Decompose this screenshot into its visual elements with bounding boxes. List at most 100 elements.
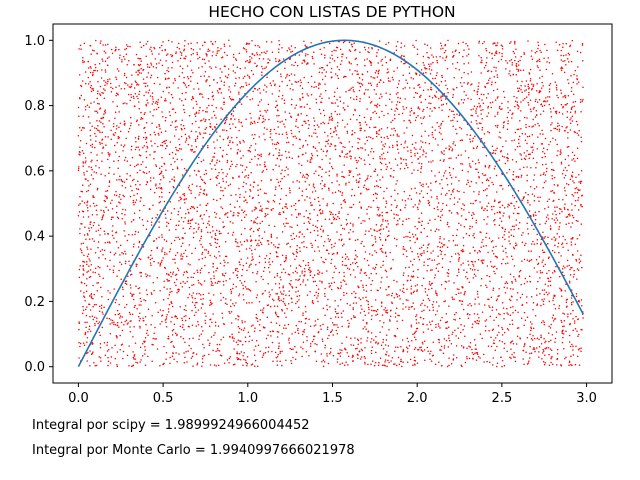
scatter-point [503,212,505,214]
scatter-point [205,118,207,121]
scatter-point [312,224,314,226]
scatter-point [203,354,206,357]
scatter-point [580,203,582,206]
scatter-point [322,229,325,231]
scatter-point [89,71,92,74]
scatter-point [427,258,429,260]
scatter-point [196,206,199,209]
scatter-point [431,131,434,134]
scatter-point [284,271,287,274]
scatter-point [287,168,289,170]
scatter-point [310,270,312,273]
scatter-point [95,165,97,167]
scatter-point [577,335,579,338]
scatter-point [555,238,557,240]
scatter-point [151,103,154,105]
scatter-point [431,149,433,152]
scatter-point [274,106,277,109]
scatter-point [324,89,327,92]
scatter-point [226,159,229,162]
scatter-point [330,211,333,214]
scatter-point [545,97,547,99]
scatter-point [196,135,199,138]
scatter-point [396,101,399,103]
scatter-point [236,153,239,155]
scatter-point [164,213,167,215]
scatter-point [304,270,306,273]
scatter-point [183,362,186,364]
scatter-point [86,246,88,248]
scatter-point [557,246,559,248]
scatter-point [324,145,327,147]
scatter-point [324,287,326,290]
scatter-point [266,86,268,88]
scatter-point [381,176,384,178]
scatter-point [441,187,444,189]
scatter-point [266,200,269,202]
scatter-point [317,234,319,237]
scatter-point [120,321,123,324]
scatter-point [173,179,175,181]
scatter-point [374,241,377,243]
scatter-point [264,289,266,292]
scatter-point [387,71,390,73]
scatter-point [237,325,240,328]
scatter-point [575,345,577,347]
scatter-point [232,287,234,290]
scatter-point [209,122,212,125]
scatter-point [419,316,422,319]
scatter-point [440,210,442,213]
scatter-point [509,242,511,245]
scatter-point [516,291,519,294]
scatter-point [108,241,111,243]
scatter-point [172,258,174,261]
scatter-point [145,150,148,153]
scatter-point [194,196,197,199]
scatter-point [78,211,81,213]
scatter-point [90,296,93,298]
scatter-point [344,347,346,350]
scatter-point [338,184,340,186]
scatter-point [579,101,582,103]
scatter-point [483,40,485,43]
scatter-point [502,307,505,309]
scatter-point [351,356,354,358]
scatter-point [476,93,479,95]
scatter-point [83,172,85,174]
scatter-point [107,360,110,363]
scatter-point [522,198,525,200]
scatter-point [279,350,282,353]
scatter-point [404,98,406,100]
scatter-point [487,112,490,114]
scatter-point [460,215,463,217]
scatter-point [548,198,550,200]
scatter-point [436,198,438,200]
scatter-point [79,264,81,267]
scatter-point [303,215,305,218]
scatter-point [203,58,206,61]
scatter-point [301,333,304,336]
scatter-point [561,67,564,69]
scatter-point [476,91,478,93]
scatter-point [444,280,447,283]
scatter-point [410,77,412,79]
scatter-point [492,342,495,344]
scatter-point [165,116,167,119]
scatter-point [271,350,273,353]
scatter-point [137,287,140,290]
scatter-point [116,309,119,312]
scatter-point [191,284,193,286]
scatter-point [329,353,331,355]
scatter-point [548,340,550,343]
scatter-point [466,355,468,358]
scatter-point [536,83,538,85]
scatter-point [198,112,200,114]
scatter-point [326,304,328,307]
scatter-point [122,253,125,255]
scatter-point [313,294,316,297]
scatter-point [420,190,423,192]
scatter-point [165,325,168,328]
scatter-point [146,145,148,148]
scatter-point [158,221,160,223]
scatter-point [138,57,141,60]
